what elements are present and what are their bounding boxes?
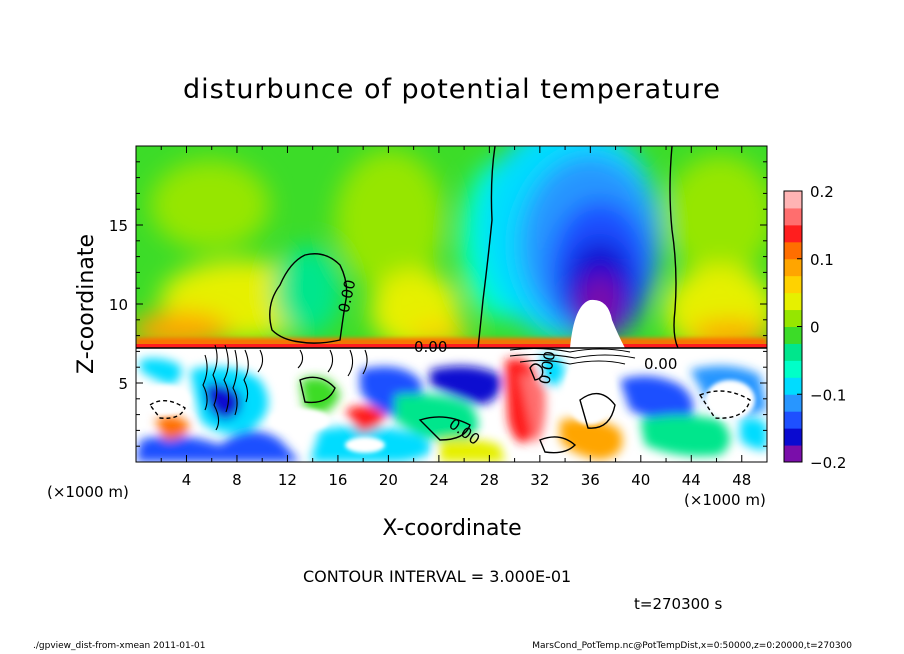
colorbar-swatch [784,241,802,260]
colorbar-swatch [784,258,802,277]
x-tick-label: 36 [581,471,600,489]
time-label: t=270300 s [634,595,723,613]
x-unit-left: (×1000 m) [47,483,129,501]
x-tick-label: 40 [631,471,650,489]
colorbar-swatch [784,207,802,226]
y-tick-label: 5 [118,375,128,393]
turbulent-contours [202,344,636,431]
contour-interval-label: CONTOUR INTERVAL = 3.000E-01 [303,567,572,586]
contour-label: 0.00 [644,355,677,373]
colorbar-tick-label: 0.1 [810,251,834,269]
x-tick-label: 28 [480,471,499,489]
x-tick-label: 16 [328,471,347,489]
x-tick-label: 48 [732,471,751,489]
y-tick-label: 10 [109,296,128,314]
x-tick-label: 12 [278,471,297,489]
x-unit-right: (×1000 m) [684,491,766,509]
heatmap-field [136,146,767,462]
x-tick-label: 24 [429,471,448,489]
colorbar-swatch [784,292,802,311]
x-tick-label: 4 [182,471,192,489]
x-tick-label: 20 [379,471,398,489]
colorbar-swatch [784,191,802,209]
contour-lines [136,146,767,454]
colorbar-tick-label: 0.2 [810,183,834,201]
colorbar-swatch [784,377,802,395]
colorbar-swatch [784,445,802,463]
colorbar-swatch [784,275,802,294]
colorbar-ticks: 0.2 0.1 0 −0.1 −0.2 [797,183,846,472]
contour-label: 0.00 [536,350,560,386]
colorbar-swatch [784,394,802,412]
colorbar-swatch [784,326,802,344]
contour-label: 0.00 [414,338,447,356]
y-tick-label: 15 [109,217,128,235]
colorbar-tick-label: −0.2 [810,454,846,472]
footer-right: MarsCond_PotTemp.nc@PotTempDist,x=0:5000… [532,641,852,651]
colorbar-swatch [784,309,802,327]
chart-title: disturbunce of potential temperature [183,74,721,105]
footer-left: ./gpview_dist-from-xmean 2011-01-01 [33,641,206,651]
colorbar-swatch [784,224,802,243]
y-axis-ticks: 5 10 15 [109,145,767,463]
x-axis-title: X-coordinate [382,516,521,541]
colorbar-tick-label: −0.1 [810,386,846,404]
colorbar [783,190,803,463]
x-tick-label: 32 [530,471,549,489]
colorbar-tick-label: 0 [810,319,820,337]
colorbar-swatch [784,428,802,446]
colorbar-swatch [784,411,802,429]
x-tick-label: 8 [232,471,242,489]
x-axis-ticks: 4 8 12 16 20 24 28 32 36 40 44 48 [135,146,768,489]
y-axis-title: Z-coordinate [74,234,99,374]
colorbar-swatch [784,360,802,378]
x-tick-label: 44 [682,471,701,489]
colorbar-swatch [784,343,802,361]
